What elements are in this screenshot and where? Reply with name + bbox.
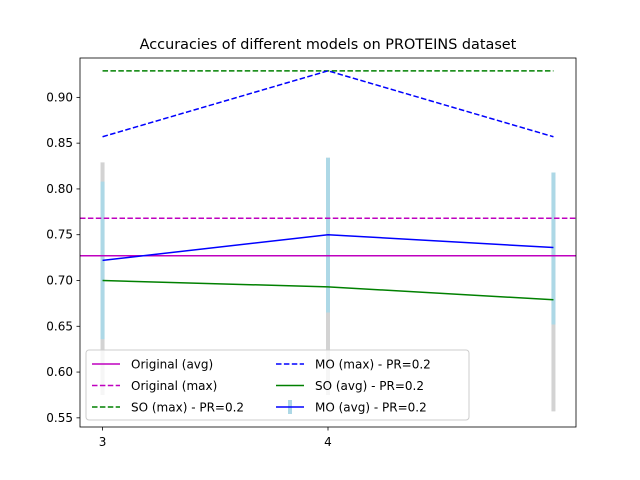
x-tick-label: 3 — [99, 435, 107, 449]
y-tick-label: 0.60 — [46, 365, 73, 379]
y-axis: 0.55 0.60 0.65 0.70 0.75 0.80 0.85 0.90 — [46, 90, 80, 425]
legend-entry-1: Original (avg) — [92, 358, 213, 372]
y-tick-label: 0.85 — [46, 136, 73, 150]
series-line-6 — [102, 233, 554, 262]
y-tick-label: 0.75 — [46, 228, 73, 242]
legend: Original (avg) Original (max) SO (max) - P… — [85, 349, 470, 421]
legend-entry-6: MO (avg) - PR=0.2 — [276, 400, 427, 415]
legend-entry-2: Original (max) — [92, 379, 217, 393]
y-tick-label: 0.90 — [46, 90, 73, 104]
series-line-4 — [102, 70, 554, 138]
y-tick-label: 0.65 — [46, 319, 73, 333]
legend-label: SO (avg) - PR=0.2 — [315, 379, 424, 393]
legend-label: Original (max) — [131, 379, 217, 393]
x-tick-label: 4 — [324, 435, 332, 449]
series-lines — [80, 70, 576, 301]
legend-entry-4: MO (max) - PR=0.2 — [276, 358, 431, 372]
y-tick-label: 0.70 — [46, 273, 73, 287]
legend-label: Original (avg) — [131, 358, 213, 372]
legend-entry-5: SO (avg) - PR=0.2 — [276, 379, 424, 393]
chart-title: Accuracies of different models on PROTEI… — [140, 37, 517, 53]
series-line-5 — [102, 279, 554, 301]
legend-entry-3: SO (max) - PR=0.2 — [92, 401, 244, 415]
y-tick-label: 0.55 — [46, 411, 73, 425]
legend-label: SO (max) - PR=0.2 — [131, 401, 244, 415]
legend-label: MO (avg) - PR=0.2 — [315, 401, 427, 415]
legend-label: MO (max) - PR=0.2 — [315, 358, 431, 372]
y-tick-label: 0.80 — [46, 182, 73, 196]
